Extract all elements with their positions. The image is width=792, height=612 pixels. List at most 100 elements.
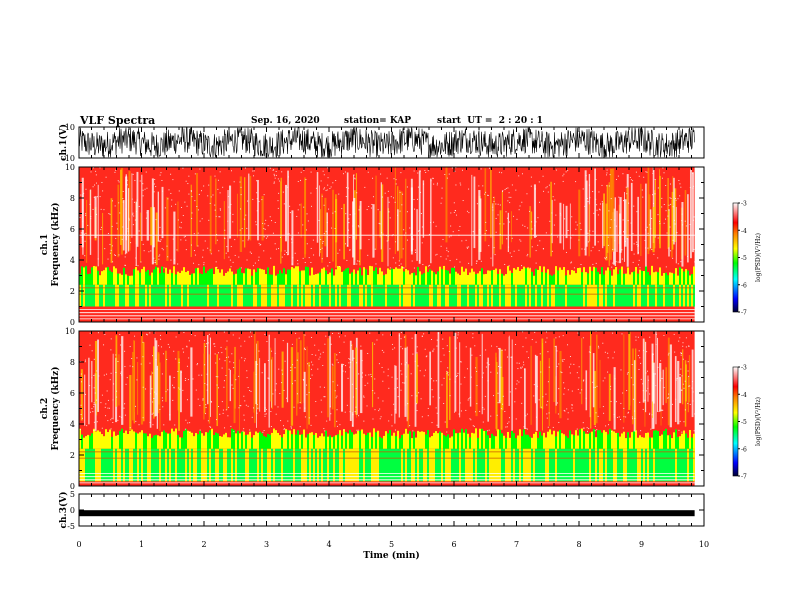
ch1-spectrogram-speckle — [198, 233, 199, 234]
ch1-spectrogram-cell — [543, 267, 545, 285]
ch2-spectrogram-cell — [153, 435, 155, 448]
ch1-spectrogram-speckle — [430, 222, 431, 223]
ch2-spectrogram-cell — [603, 430, 605, 449]
ch1-spectrogram-cell — [475, 274, 477, 285]
ch1-spectrogram-cell — [379, 268, 381, 285]
ch1-spectrogram-cell — [617, 274, 619, 285]
ch1-spectrogram-cell — [597, 272, 599, 285]
ch1-spectrogram-speckle — [181, 207, 182, 208]
ch2-spectrogram-speckle — [628, 412, 629, 413]
ch1-spectrogram-speckle — [278, 208, 279, 209]
ch1-spectrogram-speckle — [238, 257, 239, 258]
ch2-spectrogram-speckle — [157, 369, 158, 370]
ch1-spectrogram-colorbar-tick-label: -5 — [741, 255, 747, 262]
ch2-spectrogram-speckle — [477, 385, 478, 386]
ch1-spectrogram-speckle — [372, 178, 373, 179]
ch2-spectrogram-streak — [137, 362, 138, 415]
ch1-spectrogram-speckle — [477, 203, 478, 204]
ch2-spectrogram-speckle — [310, 378, 311, 379]
ch2-spectrogram-speckle — [311, 337, 312, 338]
ch2-spectrogram-cell — [407, 434, 409, 449]
ch1-spectrogram-speckle — [675, 198, 676, 199]
ch1-spectrogram-speckle — [263, 250, 264, 251]
ch2-spectrogram-speckle — [407, 403, 408, 404]
ch1-spectrogram-speckle — [686, 225, 687, 226]
ch2-spectrogram-cell — [301, 434, 303, 448]
ch1-spectrogram-speckle — [270, 258, 271, 259]
ch1-spectrogram-speckle — [335, 211, 336, 212]
ch2-spectrogram-cell — [303, 430, 305, 449]
ch1-spectrogram-cell — [521, 269, 523, 285]
ch2-spectrogram-cell — [265, 437, 267, 449]
ch1-spectrogram-speckle — [652, 173, 653, 174]
ch2-spectrogram-speckle — [468, 400, 469, 401]
ch2-spectrogram-speckle — [244, 400, 245, 401]
ch2-spectrogram-speckle — [578, 377, 579, 378]
ch1-spectrogram-speckle — [241, 194, 242, 195]
ch1-spectrogram-speckle — [502, 191, 503, 192]
ch1-spectrogram-speckle — [146, 218, 147, 219]
ch2-spectrogram-speckle — [428, 408, 429, 409]
ch1-spectrogram-speckle — [135, 258, 136, 259]
ch2-spectrogram-cell — [139, 432, 141, 449]
ch2-spectrogram-speckle — [249, 390, 250, 391]
ch2-spectrogram-streak — [659, 363, 661, 411]
ch2-spectrogram-speckle — [643, 390, 644, 391]
ch2-spectrogram-cell — [653, 431, 655, 449]
ch1-spectrogram-cell — [593, 267, 595, 285]
ch2-spectrogram-speckle — [681, 375, 682, 376]
ch2-spectrogram-speckle — [400, 346, 401, 347]
ch2-spectrogram-speckle — [486, 367, 487, 368]
ch2-spectrogram-streak — [559, 351, 561, 418]
ch1-spectrogram-speckle — [630, 177, 631, 178]
ch2-spectrogram-speckle — [664, 387, 665, 388]
ch2-spectrogram-speckle — [392, 349, 393, 350]
ch2-spectrogram-speckle — [291, 426, 292, 427]
ch1-spectrogram-speckle — [393, 257, 394, 258]
xtick-label: 2 — [201, 540, 206, 549]
ch1-spectrogram-speckle — [183, 215, 184, 216]
ch2-spectrogram-speckle — [92, 411, 93, 412]
ch1-spectrogram-speckle — [125, 253, 126, 254]
ch1-spectrogram-speckle — [399, 260, 400, 261]
ch1-spectrogram-colorbar-tick-label: -4 — [741, 228, 747, 235]
ch2-spectrogram-speckle — [633, 384, 634, 385]
ch2-spectrogram-speckle — [558, 413, 559, 414]
ch2-spectrogram-speckle — [285, 361, 286, 362]
ch1-spectrogram-speckle — [403, 248, 404, 249]
ch1-spectrogram-speckle — [94, 185, 95, 186]
ch2-spectrogram-speckle — [151, 388, 152, 389]
ch2-spectrogram-speckle — [160, 339, 161, 340]
ch1-spectrogram-speckle — [310, 193, 311, 194]
ch2-spectrogram-streak — [84, 375, 85, 426]
ch2-spectrogram-speckle — [382, 350, 383, 351]
ch1-spectrogram-speckle — [670, 204, 671, 205]
ch2-spectrogram-speckle — [422, 336, 423, 337]
ch1-spectrogram-speckle — [133, 216, 134, 217]
ch2-spectrogram-cell — [261, 433, 263, 448]
ch1-spectrogram-speckle — [436, 254, 437, 255]
ch2-spectrogram-speckle — [394, 347, 395, 348]
ch2-spectrogram-speckle — [675, 399, 676, 400]
ch1-spectrogram-cell — [147, 270, 149, 285]
ch2-spectrogram-speckle — [316, 415, 317, 416]
ch2-spectrogram-speckle — [299, 338, 300, 339]
ch2-spectrogram-cell — [107, 432, 109, 449]
ch1-spectrogram-speckle — [510, 252, 511, 253]
ch1-spectrogram-speckle — [466, 240, 467, 241]
ch1-spectrogram-cell — [649, 275, 651, 285]
ch2-spectrogram-speckle — [382, 381, 383, 382]
ch2-spectrogram-speckle — [89, 345, 90, 346]
ch1-spectrogram-speckle — [556, 170, 557, 171]
ch2-spectrogram-speckle — [626, 390, 627, 391]
ch1-spectrogram-speckle — [259, 245, 260, 246]
ch1-spectrogram-speckle — [291, 242, 292, 243]
ch2-spectrogram-speckle — [165, 391, 166, 392]
ch2-spectrogram-speckle — [89, 385, 90, 386]
ch2-spectrogram-cell — [189, 432, 191, 449]
ch1-spectrogram-streak — [395, 168, 396, 254]
ch1-spectrogram-cell — [433, 272, 435, 285]
ch1-spectrogram-speckle — [278, 193, 279, 194]
ch1-spectrogram-speckle — [186, 181, 187, 182]
ch2-spectrogram-speckle — [93, 430, 94, 431]
